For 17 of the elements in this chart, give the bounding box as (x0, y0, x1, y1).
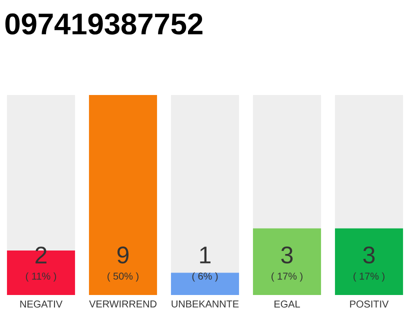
x-tick-label: VERWIRREND (89, 300, 156, 308)
data-label: 2 (36, 246, 46, 264)
x-tick-label: UNBEKANNTE (172, 300, 239, 308)
x-tick-label: NEGATIV (20, 300, 62, 308)
x-tick-label: EGAL (274, 300, 300, 308)
data-label: 9 (117, 246, 129, 264)
data-label: 3 (363, 246, 375, 264)
data-label: 1 (200, 246, 210, 264)
bar (170, 272, 240, 295)
x-tick-label: POSITIV (350, 300, 389, 308)
data-label: 3 (281, 246, 293, 264)
annotation: ( 6% ) (192, 272, 218, 282)
annotation: ( 17% ) (272, 272, 302, 282)
annotation: ( 17% ) (354, 272, 384, 282)
annotation: ( 11% ) (26, 272, 56, 282)
chart-title: 097419387752 (5, 13, 202, 35)
annotation: ( 50% ) (108, 272, 138, 282)
